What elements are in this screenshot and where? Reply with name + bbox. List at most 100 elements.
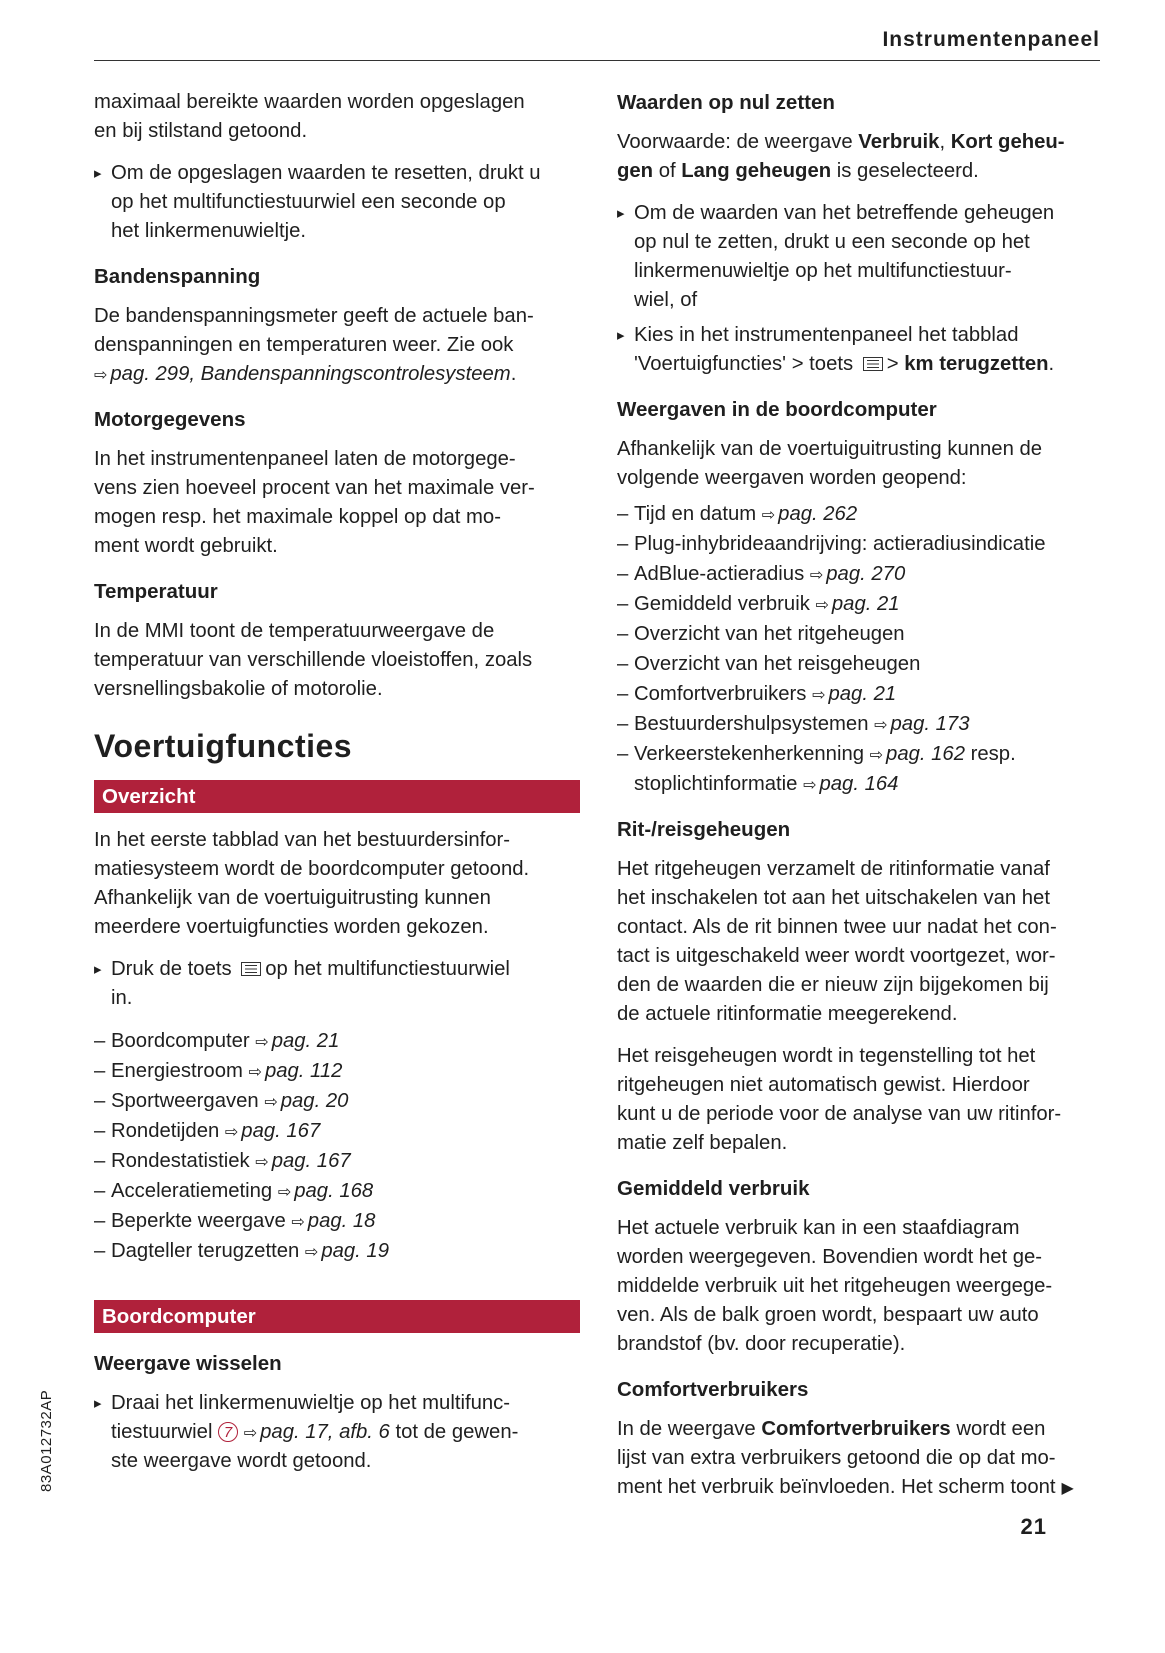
section-heading: Gemiddeld verbruik — [617, 1177, 810, 1200]
text: De bandenspanningsmeter geeft de actuele… — [94, 305, 534, 327]
section-heading: Temperatuur — [94, 580, 218, 603]
text-line: linkermenuwieltje op het multifunctiestu… — [617, 257, 1103, 286]
text: vens zien hoeveel procent van het maxima… — [94, 477, 535, 499]
text: meerdere voertuigfuncties worden gekozen… — [94, 916, 489, 938]
page-reference[interactable]: ⇨ pag. 173 — [874, 713, 969, 735]
list-item: Rondestatistiek ⇨pag. 167 — [94, 1146, 580, 1176]
list-item: Boordcomputer ⇨pag. 21 — [94, 1026, 580, 1056]
page-reference[interactable]: ⇨ pag. 20 — [264, 1090, 348, 1112]
text-line: wiel, of — [617, 286, 1103, 315]
text: mogen resp. het maximale koppel op dat m… — [94, 506, 501, 528]
paragraph: In de MMI toont de temperatuurweergave d… — [94, 617, 580, 704]
text: maximaal bereikte waarden worden opgesla… — [94, 91, 525, 113]
arrow-right-icon: ⇨ — [803, 777, 817, 794]
text: AdBlue-actieradius — [634, 563, 810, 585]
paragraph: Afhankelijk van de voertuiguitrusting ku… — [617, 435, 1103, 493]
instruction-step: Om de opgeslagen waarden te resetten, dr… — [94, 159, 580, 246]
page-reference[interactable]: ⇨ pag. 162 — [870, 743, 965, 765]
text-line: matie zelf bepalen. — [617, 1129, 1103, 1158]
text: lijst van extra verbruikers getoond die … — [617, 1447, 1056, 1469]
text-line: volgende weergaven worden geopend: — [617, 464, 1103, 493]
text-line: Comfortverbruikers ⇨pag. 21 — [617, 679, 1103, 709]
text: matie zelf bepalen. — [617, 1132, 788, 1154]
page-header: Instrumentenpaneel — [94, 24, 1100, 61]
text: Het actuele verbruik kan in een staafdia… — [617, 1217, 1020, 1239]
text: Gemiddeld verbruik — [634, 593, 816, 615]
page-reference[interactable]: ⇨ pag. 17, afb. 6 — [244, 1421, 390, 1443]
text-line: Overzicht van het ritgeheugen — [617, 619, 1103, 649]
text-line: Het ritgeheugen verzamelt de ritinformat… — [617, 855, 1103, 884]
text: In het instrumentenpaneel laten de motor… — [94, 448, 516, 470]
instruction-step: Om de waarden van het betreffende geheug… — [617, 199, 1103, 315]
text-line: AdBlue-actieradius ⇨pag. 270 — [617, 559, 1103, 589]
bold-text: km terugzetten — [904, 353, 1049, 375]
section-heading: Rit-/reisgeheugen — [617, 818, 791, 841]
reference-text: pag. 21 — [271, 1030, 340, 1052]
page-reference[interactable]: ⇨ pag. 18 — [291, 1210, 375, 1232]
text: middelde verbruik uit het ritgeheugen we… — [617, 1275, 1053, 1297]
arrow-right-icon: ⇨ — [869, 747, 884, 764]
text: Beperkte weergave — [111, 1210, 292, 1232]
text: Rondetijden — [111, 1120, 225, 1142]
arrow-right-icon: ⇨ — [761, 507, 776, 524]
text-line: op nul te zetten, drukt u een seconde op… — [617, 228, 1103, 257]
text: den de waarden die er nieuw zijn bijgeko… — [617, 974, 1049, 996]
page-reference[interactable]: ⇨ pag. 21 — [815, 593, 899, 615]
text: tiestuurwiel — [111, 1421, 219, 1443]
text: Rondestatistiek — [111, 1150, 256, 1172]
text: Bestuurdershulpsystemen — [634, 713, 875, 735]
text-line: Bestuurdershulpsystemen ⇨pag. 173 — [617, 709, 1103, 739]
chapter-title: Voertuigfuncties — [94, 728, 353, 764]
left-column: maximaal bereikte waarden worden opgesla… — [94, 88, 580, 1476]
section-heading: Weergaven in de boordcomputer — [617, 398, 937, 421]
page-reference[interactable]: ⇨ pag. 168 — [278, 1180, 373, 1202]
text-line: mogen resp. het maximale koppel op dat m… — [94, 503, 580, 532]
page-reference[interactable]: ⇨ pag. 167 — [255, 1150, 350, 1172]
text: het inschakelen tot aan het uitschakelen… — [617, 887, 1050, 909]
text: Energiestroom — [111, 1060, 249, 1082]
page-reference[interactable]: ⇨ pag. 270 — [810, 563, 905, 585]
reference-text: pag. 270 — [826, 563, 906, 585]
bold-text: gen — [617, 160, 654, 182]
list-item: Bestuurdershulpsystemen ⇨pag. 173 — [617, 709, 1103, 739]
text: denspanningen en temperaturen weer. Zie … — [94, 334, 514, 356]
text: Tijd en datum — [634, 503, 762, 525]
list-item: Comfortverbruikers ⇨pag. 21 — [617, 679, 1103, 709]
text: > — [886, 353, 905, 375]
section-heading: Bandenspanning — [94, 265, 261, 288]
paragraph: De bandenspanningsmeter geeft de actuele… — [94, 302, 580, 389]
page-reference[interactable]: ⇨ pag. 167 — [225, 1120, 320, 1142]
text: Om de waarden van het betreffende geheug… — [634, 202, 1055, 224]
text-line: Energiestroom ⇨pag. 112 — [94, 1056, 580, 1086]
list-item: Dagteller terugzetten ⇨pag. 19 — [94, 1236, 580, 1266]
text: ste weergave wordt getoond. — [111, 1450, 372, 1472]
list-item: Energiestroom ⇨pag. 112 — [94, 1056, 580, 1086]
text-line: Verkeerstekenherkenning ⇨pag. 162 resp. — [617, 739, 1103, 769]
paragraph: Het ritgeheugen verzamelt de ritinformat… — [617, 855, 1103, 1029]
bold-text: Verbruik — [858, 131, 940, 153]
text-line: lijst van extra verbruikers getoond die … — [617, 1444, 1103, 1473]
text: stoplichtinformatie — [634, 773, 804, 795]
page-reference[interactable]: ⇨ pag. 19 — [305, 1240, 389, 1262]
page-reference[interactable]: ⇨ pag. 164 — [803, 773, 898, 795]
page-reference[interactable]: ⇨ pag. 21 — [812, 683, 896, 705]
text: ment wordt gebruikt. — [94, 535, 278, 557]
text: in. — [111, 987, 133, 1009]
text-line: tact is uitgeschakeld weer wordt voortge… — [617, 942, 1103, 971]
text-line: gen of Lang geheugen is geselecteerd. — [617, 157, 1103, 186]
text-line: versnellingsbakolie of motorolie. — [94, 675, 580, 704]
page-reference[interactable]: ⇨ pag. 299, Bandenspanningscontrolesystee… — [94, 363, 511, 385]
text-line: Beperkte weergave ⇨pag. 18 — [94, 1206, 580, 1236]
page-reference[interactable]: ⇨ pag. 112 — [249, 1060, 343, 1082]
page-reference[interactable]: ⇨ pag. 262 — [762, 503, 857, 525]
text-line: meerdere voertuigfuncties worden gekozen… — [94, 913, 580, 942]
page-reference[interactable]: ⇨ pag. 21 — [255, 1030, 339, 1052]
arrow-right-icon: ⇨ — [304, 1244, 319, 1261]
text-line: den de waarden die er nieuw zijn bijgeko… — [617, 971, 1103, 1000]
right-column: Waarden op nul zetten Voorwaarde: de weer… — [617, 88, 1103, 1502]
text-line: In het eerste tabblad van het bestuurder… — [94, 826, 580, 855]
text-line: brandstof (bv. door recuperatie). — [617, 1330, 1103, 1359]
text: op nul te zetten, drukt u een seconde op… — [634, 231, 1030, 253]
text-line: In de MMI toont de temperatuurweergave d… — [94, 617, 580, 646]
instruction-step: Druk de toets op het multifunctiestuurwi… — [94, 955, 580, 1013]
